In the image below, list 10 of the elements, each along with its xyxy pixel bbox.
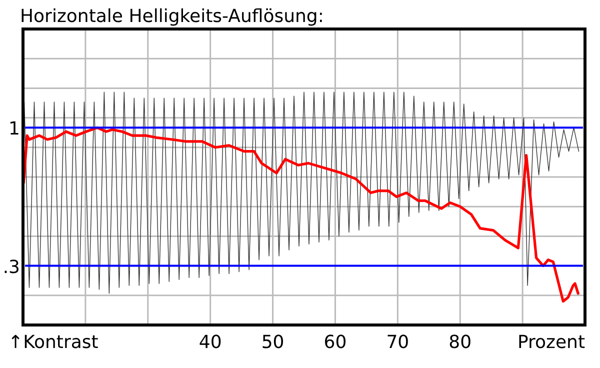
x-tick-label: 40 — [198, 332, 222, 353]
x-tick-label: 50 — [261, 332, 284, 353]
x-axis-title: Prozent — [517, 332, 585, 353]
x-tick-label: 80 — [448, 332, 472, 353]
text: ↑Kontrast — [8, 332, 98, 353]
x-tick-label: 70 — [386, 332, 410, 353]
x-tick-label: 60 — [324, 332, 347, 353]
chart-title: Horizontale Helligkeits-Auflösung: — [20, 6, 324, 27]
ref-line-label: .3 — [2, 256, 20, 278]
ref-line-label: 1 — [8, 118, 20, 140]
